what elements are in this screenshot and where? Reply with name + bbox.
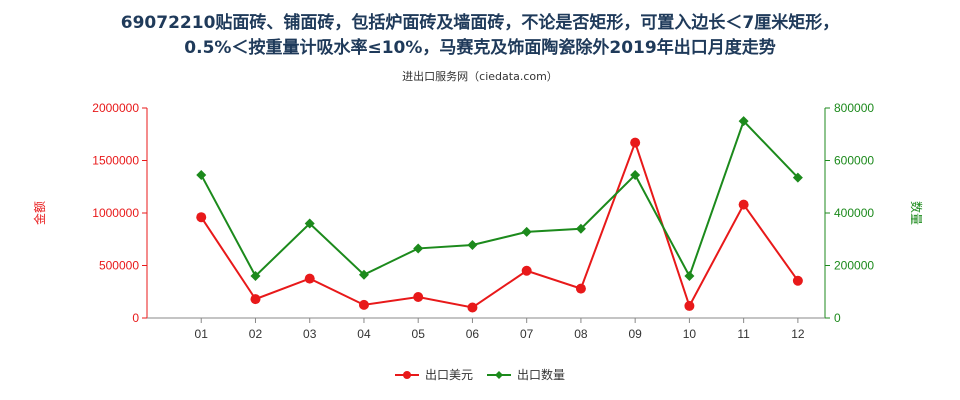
series-0-point	[250, 294, 261, 305]
series-1-point	[196, 169, 207, 180]
series-line-1	[200, 119, 799, 279]
chart-title-line-1: 69072210贴面砖、铺面砖，包括炉面砖及墙面砖，不论是否矩形，可置入边长＜7…	[120, 13, 840, 33]
left-axis-title: 金额	[32, 201, 47, 225]
x-axis-tick-label: 07	[520, 327, 534, 341]
series-1-point	[521, 226, 532, 237]
x-axis-tick-label: 03	[303, 327, 317, 341]
left-axis-tick-label: 1500000	[92, 154, 139, 168]
series-1-point	[792, 172, 803, 183]
right-axis-tick-label: 800000	[834, 101, 874, 115]
legend-marker-1	[495, 371, 503, 379]
x-axis-tick-label: 06	[466, 327, 480, 341]
series-0-point	[467, 302, 478, 313]
series-1-point	[467, 240, 478, 251]
right-axis-tick-label: 200000	[834, 259, 874, 273]
series-line-0	[200, 139, 799, 309]
series-0-point	[358, 299, 369, 310]
series-0-point	[304, 273, 315, 284]
left-axis-tick-label: 2000000	[92, 101, 139, 115]
series-1-point	[684, 271, 695, 281]
series-0-point	[792, 275, 803, 286]
x-axis-tick-label: 02	[249, 327, 263, 341]
series-1-point	[630, 169, 641, 180]
series-0-point	[196, 212, 207, 223]
series-1-point	[413, 243, 424, 254]
x-axis-tick-label: 11	[737, 327, 750, 341]
right-axis-tick-label: 0	[834, 311, 841, 325]
right-axis-title: 数量	[909, 201, 924, 225]
series-1-point	[304, 218, 315, 229]
right-axis-tick-label: 400000	[834, 206, 874, 220]
series-0-point	[630, 137, 641, 148]
right-axis-tick-label: 600000	[834, 154, 874, 168]
series-1-point	[575, 223, 586, 234]
left-axis-tick-label: 0	[132, 311, 139, 325]
series-0-point	[521, 265, 532, 276]
x-axis-tick-label: 05	[412, 327, 426, 341]
left-axis-tick-label: 500000	[99, 259, 139, 273]
x-axis-tick-label: 04	[357, 327, 371, 341]
series-1-point	[358, 269, 369, 280]
series-0-point	[738, 199, 749, 210]
legend-label-0: 出口美元	[425, 368, 473, 382]
legend-marker-0	[403, 371, 411, 379]
series-1-point	[250, 271, 261, 281]
x-axis-tick-label: 09	[628, 327, 642, 341]
series-0-point	[575, 283, 586, 294]
series-0-point	[684, 300, 695, 311]
series-0-point	[413, 292, 424, 302]
x-axis-tick-label: 01	[195, 327, 209, 341]
x-axis-tick-label: 12	[791, 327, 805, 341]
chart-title-line-2: 0.5%＜按重量计吸水率≤10%，马赛克及饰面陶瓷除外2019年出口月度走势	[184, 38, 776, 58]
legend-label-1: 出口数量	[517, 367, 565, 382]
chart-source: 进出口服务网（ciedata.com）	[402, 70, 558, 83]
series-1-point	[738, 116, 749, 127]
x-axis-tick-label: 10	[683, 327, 697, 341]
left-axis-tick-label: 1000000	[92, 206, 139, 220]
x-axis-tick-label: 08	[574, 327, 588, 341]
